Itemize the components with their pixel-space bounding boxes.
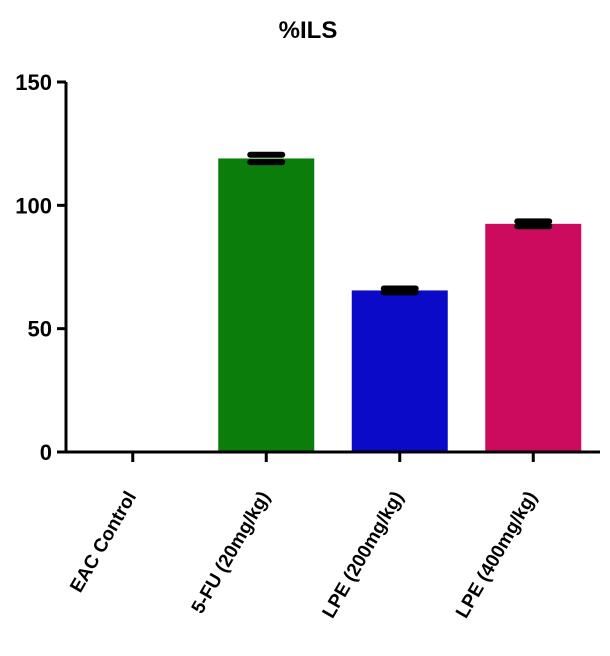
y-axis: 0 50 100 150 xyxy=(15,70,68,465)
x-tick-label-1: 5-FU (20mg/kg) xyxy=(188,488,275,617)
y-tick-label-2: 100 xyxy=(15,193,52,218)
bar-3 xyxy=(485,223,582,452)
bar-1 xyxy=(218,158,315,452)
y-tick-label-3: 150 xyxy=(15,70,52,95)
bars-group xyxy=(218,158,582,452)
bar-2 xyxy=(351,290,448,452)
x-tick-label-2: LPE (200mg/kg) xyxy=(319,488,408,622)
error-bars-group xyxy=(247,151,553,296)
chart-title: %ILS xyxy=(279,17,338,44)
x-tick-label-3: LPE (400mg/kg) xyxy=(452,488,541,622)
y-tick-label-1: 50 xyxy=(28,317,52,342)
y-tick-label-0: 0 xyxy=(40,440,52,465)
x-axis: EAC Control 5-FU (20mg/kg) LPE (200mg/kg) L… xyxy=(66,450,600,622)
x-tick-label-0: EAC Control xyxy=(66,488,141,596)
